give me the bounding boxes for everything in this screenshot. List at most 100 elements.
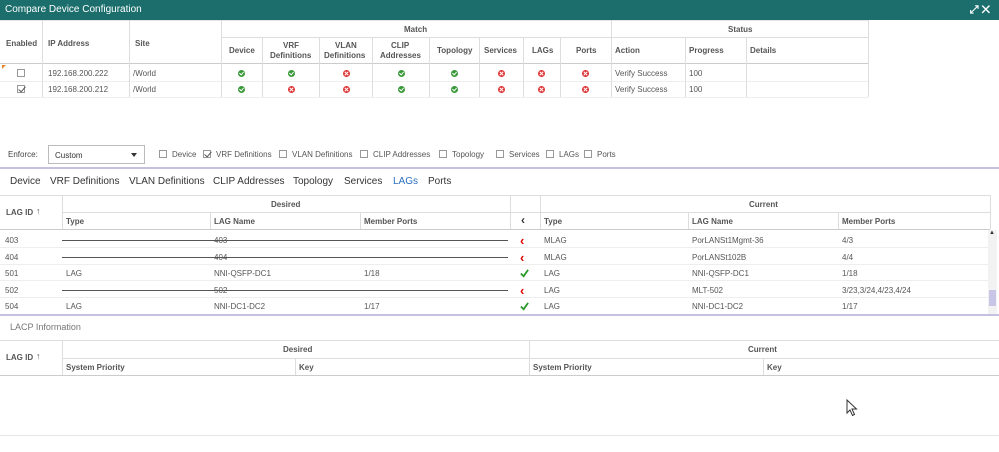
enforce-ports-label[interactable]: Ports <box>597 150 616 159</box>
chevron-left-icon[interactable]: ‹ <box>521 213 525 227</box>
header-current: Current <box>749 200 778 209</box>
enforce-topology-label[interactable]: Topology <box>452 150 485 159</box>
mouse-cursor-icon <box>846 399 858 417</box>
header-lag-id[interactable]: LAG ID <box>6 208 34 217</box>
header-details[interactable]: Details <box>750 46 777 55</box>
enforce-vrf-checkbox[interactable] <box>203 150 211 158</box>
header-desired-type[interactable]: Type <box>66 217 85 226</box>
current-member-ports: 4/3 <box>842 236 854 245</box>
tab-vrf-definitions[interactable]: VRF Definitions <box>50 176 120 187</box>
current-lag-name: MLT-502 <box>692 286 723 295</box>
ip-address: 192.168.200.222 <box>48 69 109 78</box>
action: Verify Success <box>615 85 668 94</box>
lacp-header-desired-system-priority[interactable]: System Priority <box>66 363 125 372</box>
match-ok-icon <box>398 86 405 93</box>
red-left-arrow-icon[interactable]: ‹ <box>520 283 525 298</box>
sort-up-icon[interactable]: ↑ <box>36 206 41 216</box>
tab-services[interactable]: Services <box>344 176 383 187</box>
lag-table-scrollbar[interactable]: ▲ <box>988 230 997 314</box>
match-fail-icon <box>538 86 545 93</box>
enforce-lags-checkbox[interactable] <box>546 150 554 158</box>
match-ok-icon <box>451 86 458 93</box>
tab-ports[interactable]: Ports <box>428 176 452 187</box>
close-icon[interactable]: ✕ <box>981 4 993 16</box>
tab-device[interactable]: Device <box>10 176 41 187</box>
enabled-checkbox[interactable] <box>17 69 25 77</box>
enforce-vlan-label[interactable]: VLAN Definitions <box>292 150 353 159</box>
enforce-services-checkbox[interactable] <box>496 150 504 158</box>
action: Verify Success <box>615 69 668 78</box>
header-vrf-1: VRF <box>283 41 299 50</box>
scroll-up-icon[interactable]: ▲ <box>989 230 995 236</box>
enforce-select[interactable]: Custom <box>48 145 145 164</box>
match-fail-icon <box>288 86 295 93</box>
lacp-header-desired: Desired <box>283 345 313 354</box>
lag-id: 403 <box>5 236 19 245</box>
enforce-clip-label[interactable]: CLIP Addresses <box>373 150 431 159</box>
enforce-lags-label[interactable]: LAGs <box>559 150 580 159</box>
red-left-arrow-icon[interactable]: ‹ <box>520 250 525 265</box>
enforce-vrf-label[interactable]: VRF Definitions <box>216 150 272 159</box>
tab-topology[interactable]: Topology <box>293 176 334 187</box>
lacp-header-current-system-priority[interactable]: System Priority <box>533 363 592 372</box>
current-member-ports: 1/17 <box>842 302 858 311</box>
chevron-down-icon <box>131 153 137 157</box>
red-left-arrow-icon[interactable]: ‹ <box>520 233 525 248</box>
lacp-header-lag-id[interactable]: LAG ID <box>6 353 34 362</box>
progress: 100 <box>689 85 703 94</box>
site: /World <box>133 85 156 94</box>
match-ok-icon <box>451 70 458 77</box>
enabled-checkbox[interactable] <box>17 85 25 93</box>
header-topology[interactable]: Topology <box>437 46 473 55</box>
enforce-topology-checkbox[interactable] <box>439 150 447 158</box>
header-desired-member-ports[interactable]: Member Ports <box>364 217 418 226</box>
enforce-device-label[interactable]: Device <box>172 150 197 159</box>
window-titlebar: Compare Device Configuration ⤢✕ <box>0 0 999 20</box>
match-ok-icon <box>238 86 245 93</box>
maximize-icon[interactable]: ⤢ <box>969 4 982 16</box>
current-member-ports: 4/4 <box>842 253 854 262</box>
current-type: LAG <box>544 269 561 278</box>
match-ok-icon <box>398 70 405 77</box>
header-vlan-1: VLAN <box>335 41 357 50</box>
enforce-device-checkbox[interactable] <box>159 150 167 158</box>
header-device[interactable]: Device <box>229 46 255 55</box>
header-status: Status <box>728 25 753 34</box>
desired-lag-name: NNI-DC1-DC2 <box>214 302 266 311</box>
lacp-header-desired-key[interactable]: Key <box>299 363 314 372</box>
header-progress[interactable]: Progress <box>689 46 724 55</box>
lacp-header-current-key[interactable]: Key <box>767 363 782 372</box>
tab-lags[interactable]: LAGs <box>393 176 419 187</box>
row-marker-icon <box>2 65 6 69</box>
desired-member-ports: 1/18 <box>364 269 380 278</box>
tab-clip-addresses[interactable]: CLIP Addresses <box>213 176 285 187</box>
green-check-icon <box>520 302 529 311</box>
enforce-vlan-checkbox[interactable] <box>279 150 287 158</box>
match-fail-icon <box>582 86 589 93</box>
enforce-label: Enforce: <box>8 150 38 159</box>
scroll-thumb[interactable] <box>989 290 996 306</box>
enforce-services-label[interactable]: Services <box>509 150 540 159</box>
sort-up-icon[interactable]: ↑ <box>36 351 41 361</box>
enforce-ports-checkbox[interactable] <box>584 150 592 158</box>
header-site[interactable]: Site <box>135 39 150 48</box>
header-desired-lag-name[interactable]: LAG Name <box>214 217 255 226</box>
header-current-lag-name[interactable]: LAG Name <box>692 217 733 226</box>
header-match: Match <box>404 25 428 34</box>
header-ip-address[interactable]: IP Address <box>48 39 90 48</box>
header-current-member-ports[interactable]: Member Ports <box>842 217 896 226</box>
header-services[interactable]: Services <box>484 46 517 55</box>
match-fail-icon <box>582 70 589 77</box>
window-title: Compare Device Configuration <box>5 4 142 15</box>
lag-id: 502 <box>5 286 19 295</box>
current-lag-name: NNI-QSFP-DC1 <box>692 269 749 278</box>
tab-vlan-definitions[interactable]: VLAN Definitions <box>129 176 205 187</box>
header-current-type[interactable]: Type <box>544 217 563 226</box>
match-ok-icon <box>288 70 295 77</box>
header-lags[interactable]: LAGs <box>532 46 554 55</box>
header-enabled[interactable]: Enabled <box>6 39 38 48</box>
match-fail-icon <box>343 86 350 93</box>
enforce-clip-checkbox[interactable] <box>360 150 368 158</box>
header-ports[interactable]: Ports <box>576 46 597 55</box>
header-action[interactable]: Action <box>615 46 640 55</box>
